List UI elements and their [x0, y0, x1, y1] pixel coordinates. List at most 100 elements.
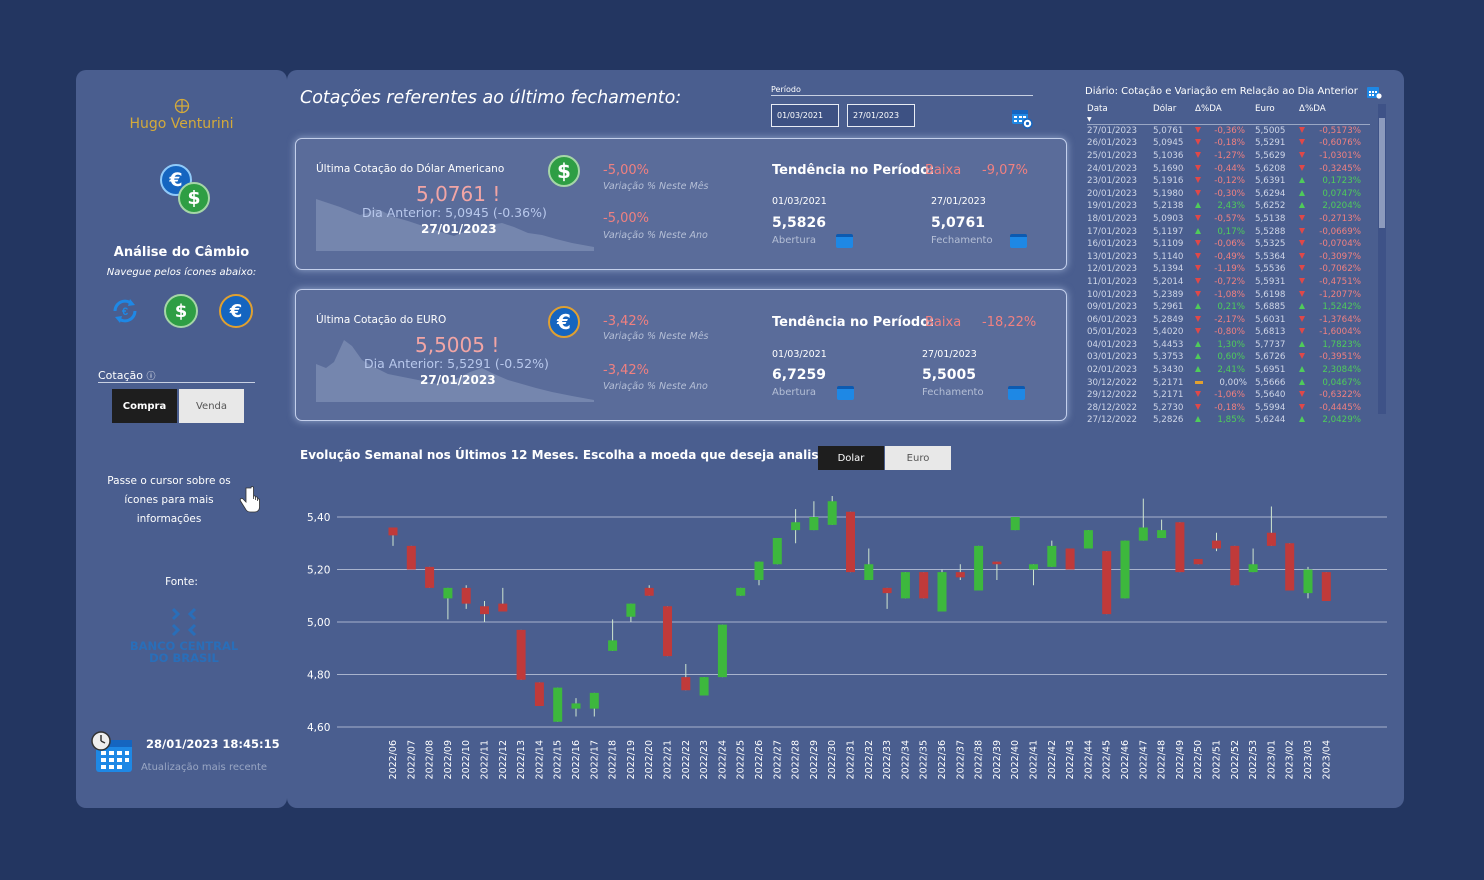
candle-body[interactable]: [589, 692, 599, 709]
table-row[interactable]: 26/01/2023 5,0945 -0,18% 5,5291 -0,6076%: [1087, 137, 1370, 150]
table-row[interactable]: 02/01/2023 5,3430 2,41% 5,6951 2,3084%: [1087, 364, 1370, 377]
table-row[interactable]: 24/01/2023 5,1690 -0,44% 5,6208 -0,3245%: [1087, 162, 1370, 175]
candle-body[interactable]: [992, 561, 1002, 565]
candle-body[interactable]: [681, 677, 691, 691]
dollar-icon[interactable]: $: [164, 294, 198, 328]
candle-body[interactable]: [846, 511, 855, 573]
candle-body[interactable]: [1248, 564, 1258, 573]
candle-body[interactable]: [388, 527, 398, 536]
candle-body[interactable]: [516, 629, 526, 680]
table-row[interactable]: 11/01/2023 5,2014 -0,72% 5,5931 -0,4751%: [1087, 276, 1370, 289]
table-scroll-thumb[interactable]: [1379, 118, 1385, 228]
calendar-open-icon[interactable]: [837, 386, 854, 400]
candle-body[interactable]: [1212, 540, 1221, 549]
col-euro-var[interactable]: Δ%DA: [1299, 104, 1370, 125]
candle-body[interactable]: [608, 640, 618, 651]
table-row[interactable]: 23/01/2023 5,1916 -0,12% 5,6391 0,1723%: [1087, 175, 1370, 188]
candle-body[interactable]: [772, 538, 782, 565]
calendar-close-icon[interactable]: [1010, 234, 1027, 248]
table-calendar-icon[interactable]: [1366, 85, 1382, 99]
euro-toggle[interactable]: Euro: [885, 446, 951, 470]
candle-body[interactable]: [754, 561, 764, 580]
candle-body[interactable]: [644, 587, 654, 596]
calendar-settings-icon[interactable]: [1011, 107, 1033, 129]
table-row[interactable]: 30/12/2022 5,2171 0,00% 5,5666 0,0467%: [1087, 376, 1370, 389]
candle-body[interactable]: [1138, 527, 1148, 541]
date-start-input[interactable]: 01/03/2021: [771, 104, 839, 127]
table-row[interactable]: 19/01/2023 5,2138 2,43% 5,6252 2,0204%: [1087, 200, 1370, 213]
table-row[interactable]: 29/12/2022 5,2171 -1,06% 5,5640 -0,6322%: [1087, 389, 1370, 402]
table-row[interactable]: 17/01/2023 5,1197 0,17% 5,5288 -0,0669%: [1087, 225, 1370, 238]
candle-body[interactable]: [1230, 545, 1240, 586]
candle-body[interactable]: [626, 603, 636, 617]
dolar-toggle[interactable]: Dolar: [818, 446, 884, 470]
table-row[interactable]: 16/01/2023 5,1109 -0,06% 5,5325 -0,0704%: [1087, 238, 1370, 251]
candle-body[interactable]: [882, 587, 892, 594]
table-row[interactable]: 09/01/2023 5,2961 0,21% 5,6885 1,5242%: [1087, 301, 1370, 314]
col-euro[interactable]: Euro: [1255, 104, 1299, 125]
table-row[interactable]: 27/01/2023 5,0761 -0,36% 5,5005 -0,5173%: [1087, 125, 1370, 138]
candle-body[interactable]: [1047, 545, 1057, 567]
candle-body[interactable]: [1285, 543, 1295, 591]
candle-body[interactable]: [1175, 522, 1185, 573]
candle-body[interactable]: [1303, 569, 1313, 594]
candle-body[interactable]: [571, 703, 581, 709]
candle-body[interactable]: [955, 572, 965, 578]
col-dolar[interactable]: Dólar: [1153, 104, 1195, 125]
table-row[interactable]: 03/01/2023 5,3753 0,60% 5,6726 -0,3951%: [1087, 351, 1370, 364]
candle-body[interactable]: [900, 572, 910, 599]
table-row[interactable]: 27/12/2022 5,2826 1,85% 5,6244 2,0429%: [1087, 414, 1370, 424]
candle-body[interactable]: [736, 587, 746, 596]
candle-body[interactable]: [791, 522, 801, 531]
candle-body[interactable]: [1120, 540, 1130, 599]
table-row[interactable]: 25/01/2023 5,1036 -1,27% 5,5629 -1,0301%: [1087, 150, 1370, 163]
candle-body[interactable]: [1029, 564, 1038, 570]
calendar-close-icon[interactable]: [1008, 386, 1025, 400]
table-row[interactable]: 13/01/2023 5,1140 -0,49% 5,5364 -0,3097%: [1087, 250, 1370, 263]
candle-body[interactable]: [553, 687, 563, 722]
table-row[interactable]: 10/01/2023 5,2389 -1,08% 5,6198 -1,2077%: [1087, 288, 1370, 301]
euro-icon[interactable]: €: [219, 294, 253, 328]
info-icon[interactable]: ⓘ: [146, 372, 156, 382]
table-row[interactable]: 18/01/2023 5,0903 -0,57% 5,5138 -0,2713%: [1087, 213, 1370, 226]
diario-table[interactable]: Data ▼ Dólar Δ%DA Euro Δ%DA 27/01/2023 5,0…: [1087, 104, 1378, 424]
compra-toggle[interactable]: Compra: [112, 389, 177, 423]
candle-body[interactable]: [1083, 530, 1093, 549]
candle-body[interactable]: [827, 501, 837, 525]
table-row[interactable]: 20/01/2023 5,1980 -0,30% 5,6294 0,0747%: [1087, 187, 1370, 200]
candle-body[interactable]: [498, 603, 508, 612]
candle-body[interactable]: [864, 564, 874, 580]
venda-toggle[interactable]: Venda: [179, 389, 244, 423]
candle-body[interactable]: [1157, 530, 1167, 538]
sort-down-icon[interactable]: ▼: [1087, 116, 1092, 123]
calendar-open-icon[interactable]: [836, 234, 853, 248]
candle-body[interactable]: [663, 606, 672, 657]
candle-body[interactable]: [1102, 551, 1112, 615]
candle-body[interactable]: [480, 606, 489, 615]
col-dolar-var[interactable]: Δ%DA: [1195, 104, 1255, 125]
candle-body[interactable]: [461, 587, 471, 604]
candle-body[interactable]: [443, 587, 453, 599]
candle-body[interactable]: [1065, 548, 1075, 570]
table-row[interactable]: 06/01/2023 5,2849 -2,17% 5,6031 -1,3764%: [1087, 313, 1370, 326]
candle-body[interactable]: [809, 517, 819, 531]
table-row[interactable]: 12/01/2023 5,1394 -1,19% 5,5536 -0,7062%: [1087, 263, 1370, 276]
candle-body[interactable]: [1193, 559, 1203, 565]
date-end-input[interactable]: 27/01/2023: [847, 104, 915, 127]
candle-body[interactable]: [425, 566, 435, 588]
candle-body[interactable]: [406, 545, 416, 570]
table-row[interactable]: 05/01/2023 5,4020 -0,80% 5,6813 -1,6004%: [1087, 326, 1370, 339]
candle-body[interactable]: [717, 624, 727, 678]
col-data[interactable]: Data ▼: [1087, 104, 1153, 125]
table-row[interactable]: 04/01/2023 5,4453 1,30% 5,7737 1,7823%: [1087, 339, 1370, 352]
candle-body[interactable]: [1266, 532, 1276, 546]
candle-body[interactable]: [1321, 572, 1331, 601]
candle-body[interactable]: [1010, 517, 1020, 531]
refresh-icon[interactable]: €: [108, 294, 142, 328]
table-row[interactable]: 28/12/2022 5,2730 -0,18% 5,5994 -0,4445%: [1087, 402, 1370, 415]
candle-body[interactable]: [974, 545, 984, 591]
candle-body[interactable]: [699, 677, 709, 696]
candle-body[interactable]: [937, 572, 947, 612]
candle-body[interactable]: [919, 572, 929, 599]
candle-body[interactable]: [534, 682, 544, 706]
